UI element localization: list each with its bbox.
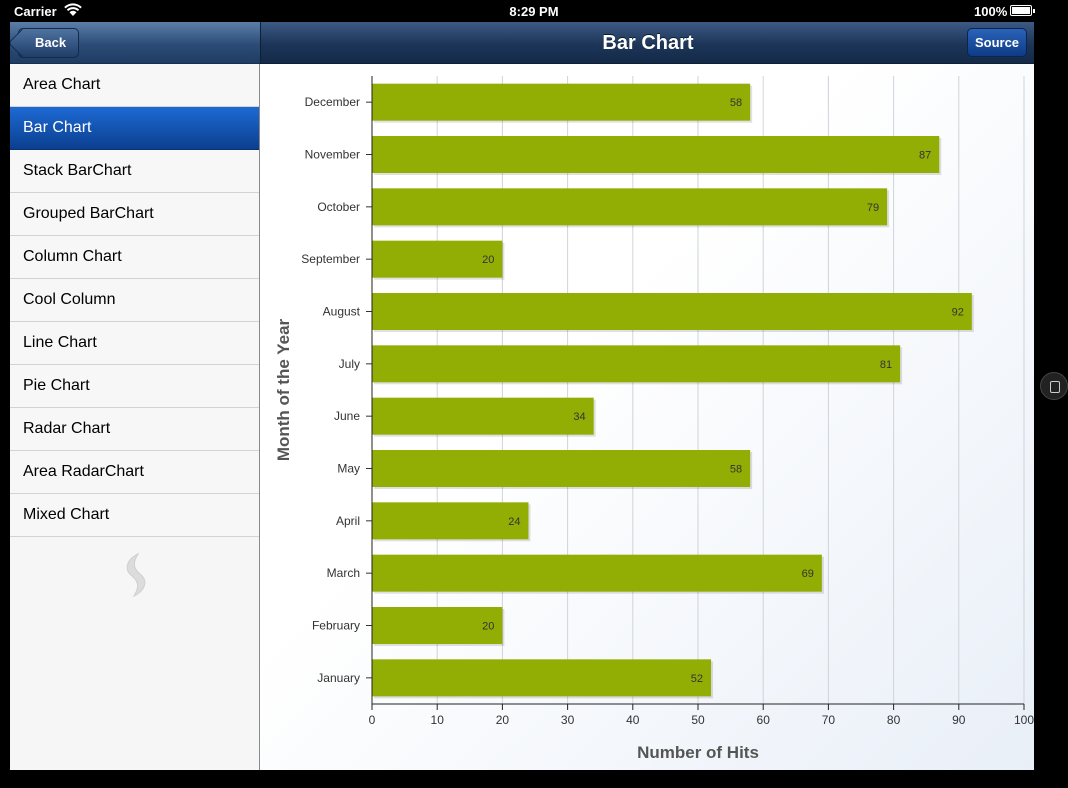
home-button-icon[interactable] [1040, 372, 1068, 400]
sidebar-item-bar-chart[interactable]: Bar Chart [10, 107, 259, 150]
category-label-august: August [323, 305, 361, 319]
x-tick-label: 40 [626, 713, 640, 727]
value-label-february: 20 [482, 621, 494, 633]
x-tick-label: 0 [369, 713, 376, 727]
bar-february[interactable] [372, 607, 503, 644]
sidebar-item-stack-barchart[interactable]: Stack BarChart [10, 150, 259, 193]
bar-october[interactable] [372, 188, 888, 226]
category-label-january: January [317, 671, 360, 685]
category-label-december: December [305, 95, 360, 109]
category-label-october: October [317, 200, 360, 214]
bar-april[interactable] [372, 502, 529, 540]
clock: 8:29 PM [509, 4, 559, 19]
x-tick-label: 10 [431, 713, 445, 727]
bar-december[interactable] [372, 83, 751, 121]
bar-may[interactable] [372, 450, 751, 487]
logo-icon [126, 552, 146, 598]
category-label-march: March [327, 566, 360, 580]
value-label-november: 87 [919, 150, 931, 162]
sidebar-item-radar-chart[interactable]: Radar Chart [10, 408, 259, 451]
sidebar-item-pie-chart[interactable]: Pie Chart [10, 365, 259, 408]
value-label-july: 81 [880, 359, 892, 371]
main-navigation-bar: Bar Chart Source [260, 22, 1034, 64]
x-axis-title: Number of Hits [637, 743, 759, 762]
x-tick-label: 60 [757, 713, 771, 727]
x-tick-label: 70 [822, 713, 836, 727]
bar-january[interactable] [372, 659, 712, 697]
status-bar: Carrier 8:29 PM 100% [0, 0, 1068, 22]
x-tick-label: 30 [561, 713, 575, 727]
value-label-march: 69 [802, 568, 814, 580]
category-label-september: September [301, 252, 360, 266]
value-label-june: 34 [573, 411, 585, 423]
value-label-may: 58 [730, 464, 742, 476]
sidebar-item-area-radarchart[interactable]: Area RadarChart [10, 451, 259, 494]
x-tick-label: 100 [1014, 713, 1034, 727]
source-button[interactable]: Source [967, 28, 1027, 57]
app-window: Back Area Chart Bar Chart Stack BarChart Gr… [10, 22, 1034, 770]
value-label-january: 52 [691, 673, 703, 685]
back-button[interactable]: Back [18, 28, 80, 58]
bar-march[interactable] [372, 554, 822, 592]
value-label-september: 20 [482, 254, 494, 266]
bar-november[interactable] [372, 136, 940, 173]
sidebar-item-column-chart[interactable]: Column Chart [10, 236, 259, 279]
bar-september[interactable] [372, 240, 503, 278]
battery-percent: 100% [974, 4, 1008, 19]
value-label-october: 79 [867, 202, 879, 214]
sidebar-item-cool-column[interactable]: Cool Column [10, 279, 259, 322]
value-label-december: 58 [730, 97, 742, 109]
category-label-june: June [334, 409, 360, 423]
x-tick-label: 80 [887, 713, 901, 727]
category-label-november: November [305, 148, 360, 162]
category-label-april: April [336, 514, 360, 528]
value-label-august: 92 [952, 307, 964, 319]
bar-july[interactable] [372, 345, 901, 383]
wifi-icon [64, 3, 82, 16]
sidebar-item-mixed-chart[interactable]: Mixed Chart [10, 494, 259, 537]
category-label-may: May [337, 462, 360, 476]
x-tick-label: 20 [496, 713, 510, 727]
left-navigation-bar: Back [10, 22, 260, 64]
sidebar-item-line-chart[interactable]: Line Chart [10, 322, 259, 365]
bar-august[interactable] [372, 293, 972, 330]
value-label-april: 24 [508, 516, 520, 528]
y-axis-title: Month of the Year [274, 318, 293, 461]
carrier-label: Carrier [14, 4, 57, 19]
x-tick-label: 50 [691, 713, 705, 727]
chart-menu: Area Chart Bar Chart Stack BarChart Grouped… [10, 64, 260, 770]
sidebar-item-grouped-barchart[interactable]: Grouped BarChart [10, 193, 259, 236]
page-title: Bar Chart [602, 32, 694, 54]
bar-chart: 58 December 87 November 79 October 20 September… [260, 64, 1034, 770]
battery-icon [1010, 5, 1035, 16]
category-label-february: February [312, 619, 360, 633]
category-label-july: July [339, 357, 360, 371]
back-button-label: Back [35, 35, 67, 50]
sidebar-item-area-chart[interactable]: Area Chart [10, 64, 259, 107]
bar-chart-svg: 58 December 87 November 79 October 20 September… [274, 76, 1034, 762]
bar-june[interactable] [372, 397, 594, 435]
x-tick-label: 90 [952, 713, 966, 727]
